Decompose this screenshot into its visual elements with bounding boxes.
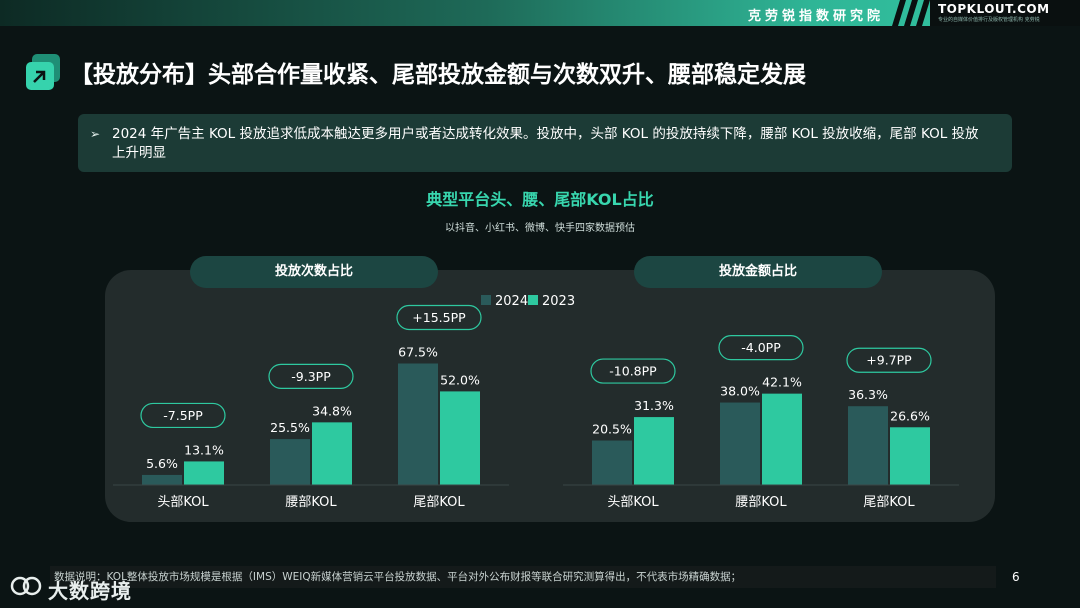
bar-2023-3 (890, 427, 930, 485)
bar-2023-2 (312, 422, 352, 485)
page-number: 6 (1012, 570, 1020, 584)
legend-swatch-2024 (481, 295, 491, 305)
page-title: 【投放分布】头部合作量收紧、尾部投放金额与次数双升、腰部稳定发展 (70, 62, 806, 88)
category-label: 腰部KOL (285, 495, 337, 510)
change-pill (590, 358, 676, 384)
change-label: -7.5PP (163, 408, 203, 423)
value-label-2023-3: 26.6% (890, 408, 930, 423)
legend-swatch-2023 (528, 295, 538, 305)
bar-2024-3 (848, 406, 888, 485)
chart-section-title: 典型平台头、腰、尾部KOL占比 (426, 190, 654, 209)
chart-1-title: 投放次数占比 (190, 256, 438, 288)
change-pill (396, 304, 482, 331)
value-label-2024-1: 20.5% (592, 422, 632, 437)
value-label-2023-2: 42.1% (762, 375, 802, 390)
change-label: +15.5PP (412, 310, 466, 325)
category-label: 头部KOL (607, 495, 659, 510)
chart-2-plot: 20.5%31.3% 头部KOL -10.8PP 38.0%42.1% 腰部KOL -4.… (563, 335, 959, 510)
change-pill (140, 402, 226, 429)
value-label-2023-2: 34.8% (312, 403, 352, 418)
description-text: 2024 年广告主 KOL 投放追求低成本触达更多用户或者达成转化效果。投放中，… (112, 126, 979, 161)
title-icon (26, 54, 60, 90)
legend-label-2024: 2024 (495, 294, 528, 309)
change-label: -9.3PP (291, 369, 331, 384)
change-label: -4.0PP (741, 340, 781, 355)
change-pill (268, 363, 354, 389)
legend: 2024 2023 (481, 294, 575, 309)
chart-panel (105, 270, 995, 522)
chart-section-subtitle: 以抖音、小红书、微博、快手四家数据预估 (445, 223, 635, 234)
chart-2-title: 投放金额占比 (634, 256, 882, 288)
category-label: 尾部KOL (413, 495, 465, 510)
change-label: -10.8PP (609, 364, 657, 379)
bar-2024-2 (270, 439, 310, 485)
value-label-2024-2: 25.5% (270, 420, 310, 435)
bar-2023-1 (184, 461, 224, 485)
watermark-logo-icon (10, 576, 42, 596)
category-label: 尾部KOL (863, 495, 915, 510)
value-label-2024-2: 38.0% (720, 384, 760, 399)
category-label: 头部KOL (157, 495, 209, 510)
watermark-text: 大数跨境 (48, 579, 132, 603)
bar-2024-1 (592, 440, 632, 485)
footer-note: 数据说明：KOL整体投放市场规模是根据（IMS）WEIQ新媒体营销云平台投放数据… (50, 566, 996, 588)
value-label-2024-1: 5.6% (146, 456, 178, 471)
bullet-arrow-icon: ➢ (90, 127, 101, 141)
category-label: 腰部KOL (735, 495, 787, 510)
value-label-2024-3: 36.3% (848, 387, 888, 402)
bar-2023-3 (440, 391, 480, 485)
value-label-2023-3: 52.0% (440, 372, 480, 387)
brand-name: TOPKLOUT.COM (938, 2, 1050, 16)
value-label-2023-1: 13.1% (184, 442, 224, 457)
bar-2024-2 (720, 402, 760, 485)
change-label: +9.7PP (866, 353, 912, 368)
bar-2024-3 (398, 363, 438, 485)
legend-label-2023: 2023 (542, 294, 575, 309)
bar-2023-1 (634, 417, 674, 485)
description-box: ➢ 2024 年广告主 KOL 投放追求低成本触达更多用户或者达成转化效果。投放… (78, 114, 1012, 172)
bar-2024-1 (142, 474, 182, 485)
brand-logo: TOPKLOUT.COM 专业的自媒体价值排行及版权管理机构 克劳锐 (930, 0, 1080, 26)
header-stripes (892, 0, 930, 26)
brand-subtitle: 专业的自媒体价值排行及版权管理机构 克劳锐 (938, 17, 1040, 23)
value-label-2023-1: 31.3% (634, 398, 674, 413)
change-pill (718, 335, 804, 361)
bar-2023-2 (762, 393, 802, 485)
chart-1-plot: 5.6% 13.1% 头部KOL -7.5PP 25.5%34.8% 腰部KOL -9.3P… (113, 304, 509, 510)
org-name: 克劳锐指数研究院 (747, 9, 884, 24)
value-label-2024-3: 67.5% (398, 345, 438, 360)
change-pill (846, 347, 932, 373)
